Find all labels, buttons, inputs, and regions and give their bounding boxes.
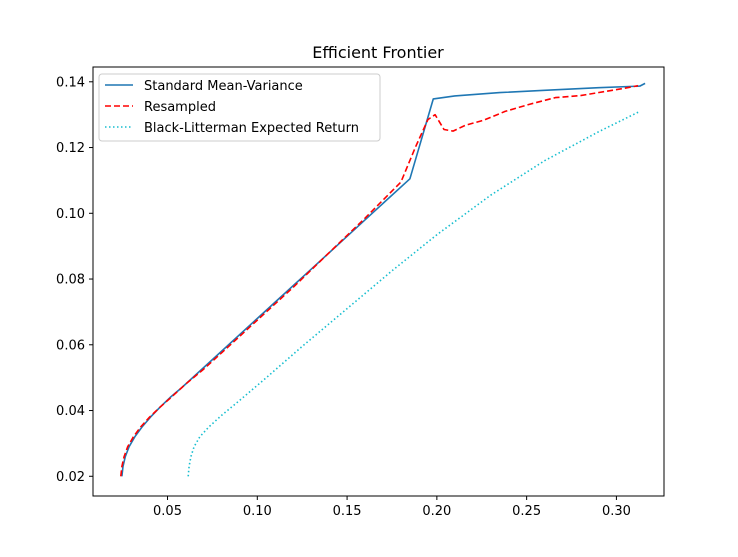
x-tick-label: 0.25 [512,504,541,519]
series-line-2 [120,84,639,477]
y-tick-label: 0.06 [56,338,85,353]
legend-label-3: Black-Litterman Expected Return [144,121,359,136]
legend: Standard Mean-Variance Resampled Black-Lit… [98,73,381,142]
plot-frame [92,66,665,497]
x-tick-label: 0.10 [243,504,272,519]
x-tick-label: 0.05 [153,504,182,519]
plot-area: 0.05 0.10 0.15 0.20 0.25 0.30 0.020.040.060.0… [56,66,665,519]
legend-box [98,73,381,142]
y-tick-label: 0.02 [56,470,85,485]
y-tick-label: 0.08 [56,273,85,288]
x-axis-ticks: 0.05 0.10 0.15 0.20 0.25 0.30 [153,496,631,519]
chart-title: Efficient Frontier [312,43,444,62]
y-tick-label: 0.04 [56,404,85,419]
x-tick-label: 0.30 [602,504,631,519]
legend-label-2: Resampled [144,100,216,115]
y-tick-label: 0.10 [56,207,85,222]
legend-label-1: Standard Mean-Variance [144,79,303,94]
series-layer [120,82,646,477]
series-line-3 [187,110,641,477]
y-tick-label: 0.12 [56,141,85,156]
series-line-1 [121,82,646,477]
x-tick-label: 0.15 [333,504,362,519]
x-tick-label: 0.20 [422,504,451,519]
y-axis-ticks: 0.02 0.04 0.06 0.08 0.10 0.12 0.14 [56,75,93,485]
y-tick-label: 0.14 [56,75,85,90]
